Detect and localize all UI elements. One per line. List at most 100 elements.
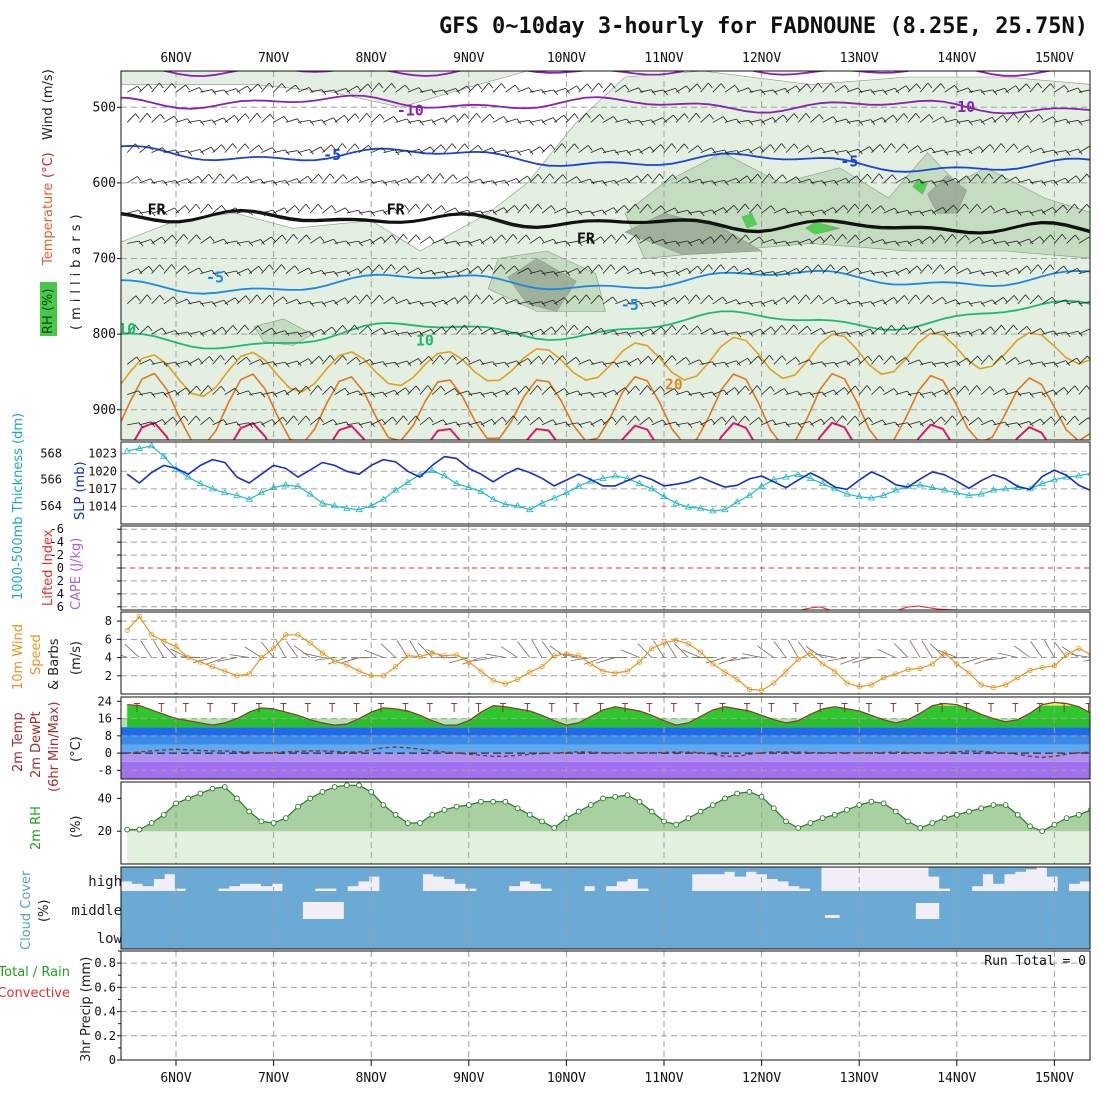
rh2m-point [210, 786, 215, 791]
high-cloud-bar [745, 867, 756, 872]
high-cloud-bar [304, 867, 315, 891]
high-cloud-bar [713, 867, 724, 874]
wind10m-barb [340, 658, 359, 664]
rh2m-point [320, 789, 325, 794]
y-tick-label: 0 [109, 1053, 116, 1067]
wind-barb [1091, 90, 1100, 92]
slp-tick: 1023 [88, 447, 117, 461]
wind-barb-flag [1090, 120, 1094, 125]
rh2m-point [271, 821, 276, 826]
y-tick-label: 6 [105, 632, 112, 646]
rh2m-unit-label: (%) [69, 816, 84, 839]
wind10m-unit-label: (m/s) [69, 641, 84, 675]
upper-axis-labels: RH (%) Temperature (°C) Wind (m/s) (mill… [40, 69, 84, 336]
high-cloud-bar [616, 867, 627, 881]
high-cloud-bar [670, 867, 681, 891]
rh2m-point [344, 783, 349, 788]
wind-barb [1091, 144, 1100, 152]
rh2m-point [503, 799, 508, 804]
dewpt2m-label: 2m DewPt [29, 711, 44, 778]
wind10m-barb [827, 658, 847, 661]
high-cloud-bar [433, 867, 444, 877]
wind10m-barb [532, 640, 542, 657]
cloud-axis-labels: Cloud Cover (%) high middle low [19, 870, 123, 950]
rh2m-point [698, 809, 703, 814]
high-cloud-bar [939, 867, 950, 889]
high-cloud-bar [164, 867, 175, 874]
high-cloud-bar [466, 867, 477, 889]
high-cloud-bar [1068, 867, 1079, 884]
contour-label: -10 [948, 98, 975, 116]
wind-barb [1091, 240, 1100, 244]
high-cloud-bar [1015, 867, 1026, 872]
bottom-date-label: 7NOV [258, 1071, 289, 1086]
cloud-level-low: low [97, 931, 123, 947]
rh2m-point [930, 821, 935, 826]
rh2m-point [588, 803, 593, 808]
high-cloud-bar [293, 867, 304, 891]
high-cloud-bar [261, 867, 272, 886]
high-cloud-bar [799, 867, 810, 889]
wind10m-barb [596, 658, 615, 664]
high-cloud-bar [347, 867, 358, 886]
rh2m-point [247, 809, 252, 814]
rh2m-point [466, 803, 471, 808]
contour-label: FR [577, 229, 596, 247]
rh2m-point [430, 812, 435, 817]
rh2m-point [564, 816, 569, 821]
y-tick-label: 700 [93, 252, 116, 267]
slp-frame [121, 442, 1090, 524]
wind10m-barb [1044, 640, 1054, 657]
high-cloud-bar [681, 867, 692, 891]
y-tick-label: 0.6 [94, 980, 116, 994]
wind10m-barb [910, 640, 920, 657]
rh2m-point [308, 796, 313, 801]
wind-label: Wind (m/s) [41, 69, 56, 140]
high-cloud-bar [186, 867, 197, 891]
y-tick-label: 0.8 [94, 956, 116, 970]
wind-barb-flag [1091, 302, 1095, 307]
contour-label: -5 [621, 296, 639, 314]
wind-barb [1091, 355, 1099, 364]
high-cloud-bar [336, 867, 347, 891]
high-cloud-bar [509, 867, 520, 886]
high-cloud-bar [638, 867, 649, 889]
high-cloud-bar [455, 867, 466, 884]
top-date-label: 14NOV [937, 51, 976, 66]
wind-barb [1091, 387, 1100, 395]
wind10m-barb [998, 653, 1018, 657]
wind10m-barb [245, 647, 262, 658]
wind10m-barb [365, 650, 384, 657]
high-cloud-bar [1058, 867, 1069, 891]
temperature-label: Temperature [41, 183, 56, 266]
y-tick-label: 4 [105, 651, 112, 665]
rh2m-point [893, 809, 898, 814]
wind10m-barb [674, 643, 688, 657]
run-total-label: Run Total = 0 [984, 954, 1086, 969]
contour-label: 20 [665, 375, 683, 393]
high-cloud-bar [530, 867, 541, 884]
high-cloud-bar [573, 867, 584, 891]
high-cloud-bar [196, 867, 207, 891]
top-date-label: 11NOV [644, 51, 683, 66]
rh2m-point [979, 806, 984, 811]
contour-label: -5 [206, 269, 224, 287]
mid-cloud-gap [916, 903, 939, 919]
rh2m-point [332, 785, 337, 790]
high-cloud-bar [229, 867, 240, 886]
rh2m-point [1064, 816, 1069, 821]
temp2m-label: 2m Temp [11, 712, 26, 772]
y-tick-label: 16 [98, 712, 112, 726]
wind10m-barb [788, 640, 798, 657]
rh2m-point [1052, 822, 1057, 827]
high-cloud-bar [552, 867, 563, 891]
temp2m-axis-labels: 2m Temp 2m DewPt (6hr Min/Max) (°C) [11, 702, 84, 792]
rh2m-point [405, 821, 410, 826]
contour-label: -5 [323, 146, 341, 164]
rh2m-point [235, 796, 240, 801]
y-tick-label: 0.2 [94, 1029, 116, 1043]
